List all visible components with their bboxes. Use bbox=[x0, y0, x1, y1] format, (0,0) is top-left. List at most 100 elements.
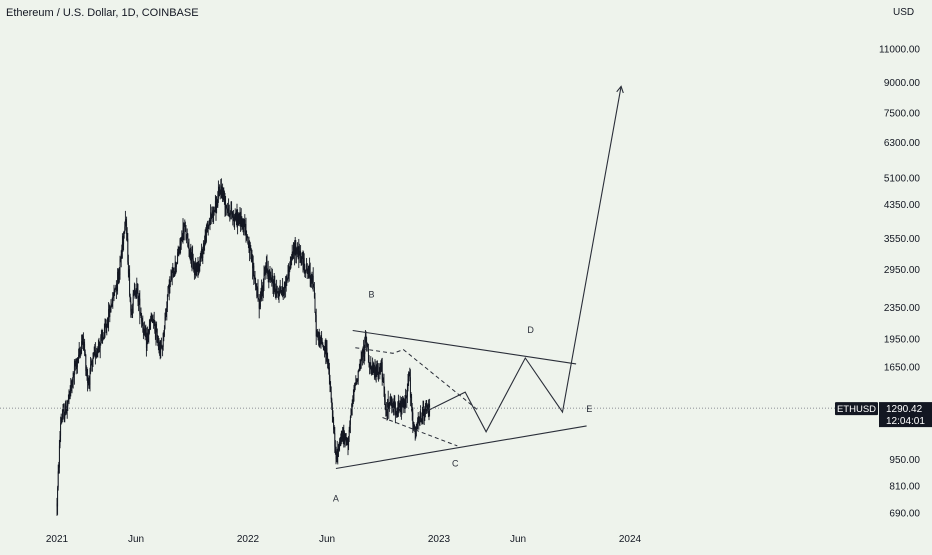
time-tick-label: Jun bbox=[510, 534, 526, 545]
candle-body bbox=[197, 262, 199, 271]
candle-body bbox=[80, 350, 82, 355]
candle-body bbox=[331, 399, 333, 408]
candle-body bbox=[306, 263, 308, 272]
candle-body bbox=[271, 275, 273, 282]
candle-body bbox=[244, 224, 246, 233]
candle-body bbox=[414, 429, 416, 435]
candle-body bbox=[208, 225, 210, 227]
candle-body bbox=[237, 216, 239, 221]
candle-body bbox=[342, 433, 344, 443]
candle-body bbox=[212, 211, 214, 217]
candle-body bbox=[135, 289, 137, 294]
candle-body bbox=[239, 213, 241, 224]
candle-body bbox=[174, 271, 176, 274]
candle-body bbox=[336, 453, 338, 459]
candle-body bbox=[232, 213, 234, 218]
candle-body bbox=[202, 245, 204, 250]
candle-body bbox=[132, 305, 134, 312]
candle-body bbox=[216, 201, 218, 206]
candle-body bbox=[297, 248, 299, 259]
candle-body bbox=[144, 328, 146, 337]
candle-body bbox=[173, 273, 175, 277]
candle-body bbox=[123, 231, 125, 233]
candle-body bbox=[399, 403, 401, 405]
candle-body bbox=[86, 370, 88, 377]
inner-channel-upper bbox=[355, 347, 478, 410]
candle-body bbox=[115, 285, 117, 290]
candle-body bbox=[385, 404, 387, 409]
time-axis[interactable]: 2021 Jun 2022 Jun 2023 Jun 2024 bbox=[46, 534, 642, 545]
candle-body bbox=[120, 258, 122, 260]
candle-body bbox=[151, 317, 153, 319]
candle-body bbox=[236, 211, 238, 226]
wave-label: E bbox=[586, 404, 592, 414]
candle-body bbox=[149, 323, 151, 325]
candle-body bbox=[292, 247, 294, 259]
candle-body bbox=[102, 335, 104, 338]
candle-body bbox=[124, 220, 126, 227]
candle-body bbox=[286, 279, 288, 281]
candle-body bbox=[101, 333, 103, 336]
lower-trendline bbox=[335, 425, 587, 470]
candle-body bbox=[426, 407, 428, 413]
candle-body bbox=[365, 335, 367, 338]
candle-body bbox=[142, 327, 144, 333]
candle-body bbox=[126, 234, 128, 239]
candle-body bbox=[136, 283, 138, 290]
candle-body bbox=[61, 419, 63, 421]
candle-body bbox=[75, 363, 77, 366]
candle-body bbox=[246, 234, 248, 237]
candle-body bbox=[115, 285, 117, 289]
candle-body bbox=[286, 276, 288, 280]
candle-body bbox=[243, 219, 245, 227]
candle-body bbox=[215, 201, 217, 213]
candle-body bbox=[383, 381, 385, 390]
candle-body bbox=[94, 349, 96, 357]
price-tick-label: 5100.00 bbox=[884, 173, 921, 184]
candle-body bbox=[295, 242, 297, 253]
candle-body bbox=[89, 369, 91, 385]
candle-body bbox=[100, 336, 102, 344]
candle-body bbox=[262, 283, 264, 293]
candle-body bbox=[150, 321, 152, 324]
price-axis[interactable]: USD 11000.00 9000.00 7500.00 6300.00 5100.00 4… bbox=[879, 7, 920, 520]
candle-body bbox=[327, 355, 329, 364]
candle-body bbox=[379, 371, 381, 374]
candle-body bbox=[163, 328, 165, 336]
candle-body bbox=[257, 288, 259, 299]
candle-body bbox=[329, 378, 331, 388]
candle-body bbox=[84, 352, 86, 356]
candle-body bbox=[202, 249, 204, 258]
candle-body bbox=[147, 333, 149, 336]
price-tick-label: 690.00 bbox=[889, 509, 920, 520]
candle-body bbox=[397, 401, 399, 410]
candle-body bbox=[183, 224, 185, 234]
candle-body bbox=[273, 286, 275, 289]
candle-body bbox=[364, 335, 366, 339]
candle-body bbox=[258, 298, 260, 309]
candle-body bbox=[263, 272, 265, 284]
candle-body bbox=[102, 337, 104, 340]
candle-body bbox=[266, 262, 268, 272]
candle-body bbox=[190, 249, 192, 260]
candle-body bbox=[252, 257, 254, 269]
candle-body bbox=[109, 307, 111, 317]
candle-body bbox=[166, 307, 168, 311]
candle-body bbox=[333, 429, 335, 434]
candle-body bbox=[90, 363, 92, 365]
candle-body bbox=[92, 357, 94, 360]
candle-body bbox=[180, 239, 182, 246]
candle-body bbox=[193, 268, 195, 272]
candle-body bbox=[294, 242, 296, 256]
candle-body bbox=[309, 272, 311, 278]
candle-body bbox=[156, 328, 158, 330]
candle-body bbox=[150, 317, 152, 322]
candle-body bbox=[303, 257, 305, 266]
candle-body bbox=[272, 281, 274, 289]
candle-body bbox=[268, 269, 270, 281]
candle-body bbox=[409, 375, 411, 378]
candle-body bbox=[276, 285, 278, 294]
candle-body bbox=[232, 213, 234, 218]
